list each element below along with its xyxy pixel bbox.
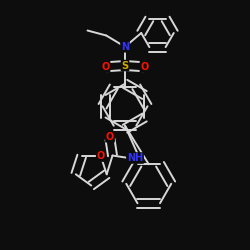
Text: O: O <box>106 132 114 142</box>
Text: N: N <box>121 42 129 52</box>
Text: NH: NH <box>127 153 143 163</box>
Text: S: S <box>122 60 128 70</box>
Text: O: O <box>102 62 110 72</box>
Text: O: O <box>97 151 105 161</box>
Text: O: O <box>140 62 148 72</box>
